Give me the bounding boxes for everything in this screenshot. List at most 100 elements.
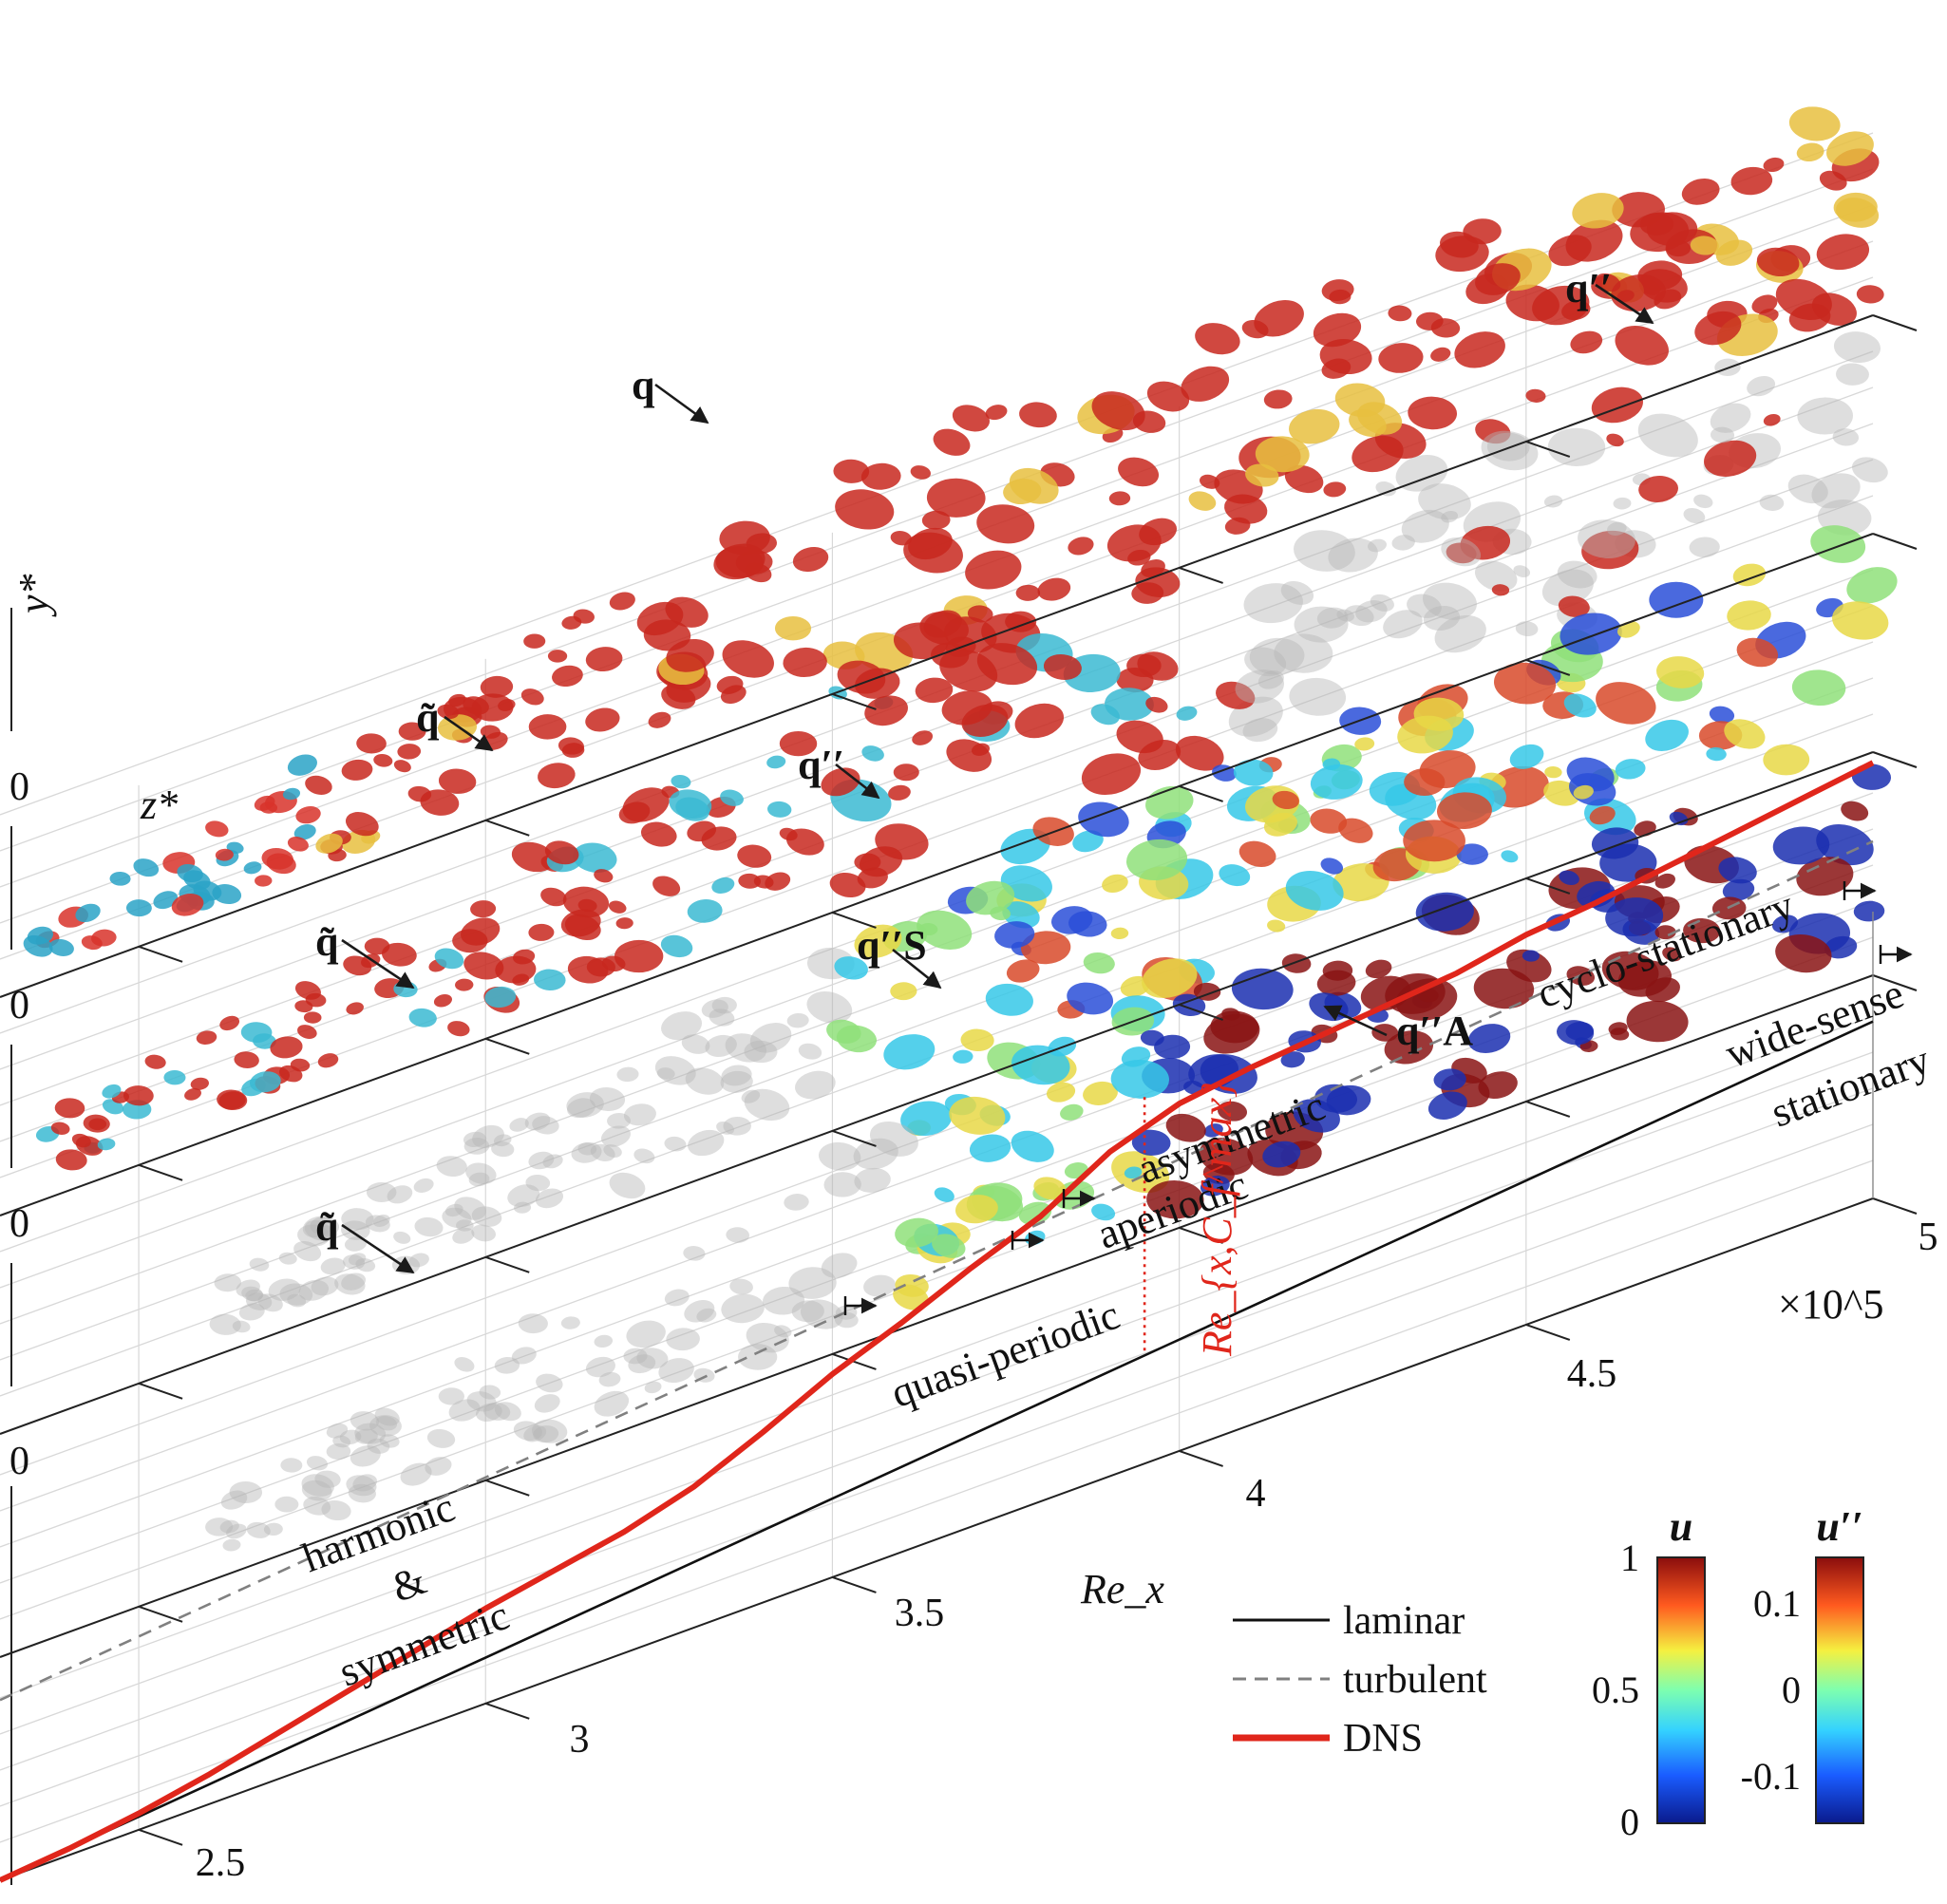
x-tick-label: 2.5 xyxy=(196,1841,246,1885)
x-tick-mark xyxy=(1525,1101,1571,1118)
x-tick-mark xyxy=(1179,1449,1223,1467)
vortex-blob xyxy=(1383,610,1423,639)
vortex-blob xyxy=(1002,901,1040,929)
vortex-blob xyxy=(1081,753,1142,796)
vortex-blob xyxy=(209,1313,241,1335)
vortex-blob xyxy=(1371,1024,1399,1042)
vortex-blob xyxy=(966,880,1015,915)
vortex-blob xyxy=(661,684,696,709)
vortex-blob xyxy=(661,1011,703,1041)
vortex-blob xyxy=(1446,542,1477,564)
vortex-blob xyxy=(792,546,829,573)
vortex-blob xyxy=(598,1371,621,1387)
vortex-blob xyxy=(468,1172,490,1187)
vortex-blob xyxy=(306,1456,329,1471)
vortex-blob xyxy=(1730,166,1773,196)
vortex-blob xyxy=(303,1496,331,1516)
vortex-blob xyxy=(1326,1084,1371,1116)
vortex-blob xyxy=(1689,537,1720,557)
vortex-blob xyxy=(628,1354,656,1374)
vortex-blob xyxy=(163,1070,186,1085)
vortex-blob xyxy=(326,1423,349,1439)
vortex-blob xyxy=(976,643,1038,686)
vortex-blob xyxy=(1557,1020,1595,1046)
zero-tick: 0 xyxy=(9,765,29,809)
vortex-blob xyxy=(229,1480,263,1503)
panel-label: q̃ xyxy=(315,1203,339,1250)
vortex-blob xyxy=(1199,1138,1254,1176)
vortex-blob xyxy=(341,1208,374,1231)
vortex-blob xyxy=(1727,600,1771,631)
pointer-arrow xyxy=(444,715,494,752)
vortex-blob xyxy=(463,1138,490,1155)
vortex-blob xyxy=(352,1474,377,1492)
grid-line xyxy=(0,1123,1874,1807)
vortex-blob xyxy=(1060,1103,1084,1121)
vortex-blob xyxy=(75,903,101,923)
vortex-blob xyxy=(721,1293,765,1324)
vortex-blob xyxy=(1336,609,1354,622)
vortex-blob xyxy=(538,763,576,789)
vortex-blob xyxy=(1654,873,1675,889)
vortex-blob xyxy=(737,844,772,868)
x-tick-mark xyxy=(1179,1226,1223,1244)
vortex-blob xyxy=(97,1138,116,1151)
vortex-blob xyxy=(941,690,992,726)
vortex-blob xyxy=(854,924,902,958)
vortex-blob xyxy=(456,1219,474,1232)
vortex-blob xyxy=(833,459,870,483)
vortex-blob xyxy=(1294,606,1349,643)
vortex-blob xyxy=(853,1138,898,1170)
vortex-blob xyxy=(883,1034,936,1070)
vortex-blob xyxy=(1140,1029,1164,1046)
vortex-blob xyxy=(946,739,992,772)
vortex-blob xyxy=(332,1435,351,1448)
vortex-blob xyxy=(1824,935,1858,959)
legend-label: DNS xyxy=(1343,1717,1423,1761)
legend: laminar turbulent DNS xyxy=(1233,1599,1487,1761)
x-tick-mark xyxy=(484,1479,530,1497)
vortex-blob xyxy=(1294,530,1355,572)
vortex-blob xyxy=(1037,577,1071,601)
vortex-blob xyxy=(509,1118,529,1132)
vortex-blob xyxy=(278,1252,297,1265)
vortex-blob xyxy=(484,986,517,1009)
vortex-blob xyxy=(1238,840,1276,867)
vortex-blob xyxy=(1572,193,1624,229)
vortex-blob xyxy=(341,759,373,781)
pointer-arrow xyxy=(835,763,880,800)
vortex-blob xyxy=(1637,413,1698,458)
panel-baseline xyxy=(0,1197,1874,1881)
vortex-blob xyxy=(438,768,477,794)
vortex-blob xyxy=(1559,870,1579,886)
vortex-blob xyxy=(594,1334,614,1348)
vortex-blob xyxy=(365,1215,390,1233)
vortex-blob xyxy=(1852,457,1888,483)
vortex-blob xyxy=(1835,363,1869,386)
vortex-blob xyxy=(783,647,827,677)
vortex-blob xyxy=(1481,430,1539,471)
vortex-blob xyxy=(960,1028,994,1052)
vortex-blob xyxy=(955,1195,998,1224)
vortex-blob xyxy=(520,688,544,706)
vortex-blob xyxy=(701,999,728,1018)
vortex-blob xyxy=(1176,706,1198,721)
vortex-blob xyxy=(1281,953,1312,973)
vortex-blob xyxy=(1791,669,1846,707)
vortex-blob xyxy=(1474,560,1518,592)
vortex-blob xyxy=(1612,192,1665,228)
vortex-blob xyxy=(1131,582,1164,604)
vortex-blob xyxy=(305,775,332,795)
vortex-blob xyxy=(302,1216,333,1238)
vortex-blob xyxy=(348,1253,367,1266)
vortex-blob xyxy=(471,1206,502,1227)
vortex-blob xyxy=(1763,157,1785,173)
colorbar-u2-tick: 0 xyxy=(1782,1668,1801,1711)
panel-baseline xyxy=(0,751,1874,1435)
x-axis-label: Re_x xyxy=(1080,1566,1164,1612)
vortex-blob xyxy=(463,952,504,980)
vortex-blob xyxy=(566,1092,604,1118)
vortex-blob xyxy=(413,1178,434,1193)
vortex-blob xyxy=(1433,1068,1466,1091)
vortex-blob xyxy=(528,714,567,740)
